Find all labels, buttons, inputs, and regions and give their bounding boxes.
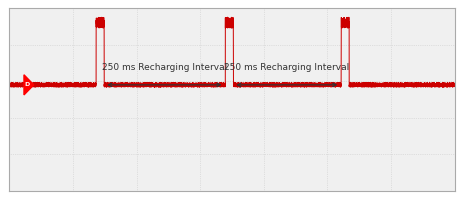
Text: 250 ms Recharging Interval: 250 ms Recharging Interval (224, 63, 349, 72)
Polygon shape (24, 75, 34, 95)
Text: 250 ms Recharging Interval: 250 ms Recharging Interval (101, 63, 226, 72)
Text: D: D (25, 82, 30, 87)
